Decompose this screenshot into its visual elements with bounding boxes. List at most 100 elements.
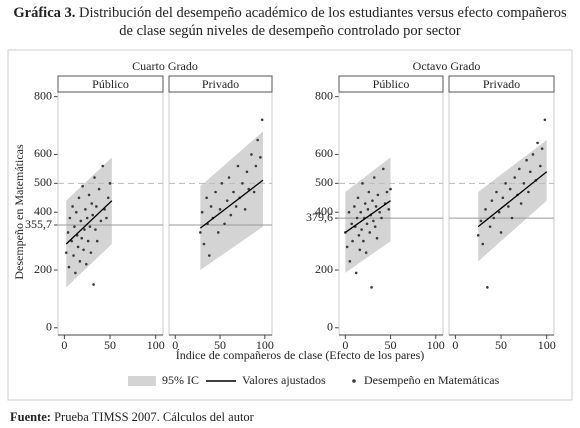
point (232, 190, 235, 194)
point (507, 205, 510, 208)
point (363, 202, 367, 205)
point (345, 245, 349, 249)
point (86, 239, 90, 243)
point (387, 208, 391, 211)
y-tick-label: 600 (34, 146, 52, 160)
point (73, 225, 76, 228)
panel-header (448, 75, 555, 93)
x-tick-label: 50 (214, 338, 226, 352)
fit-line (344, 200, 391, 233)
panel-title: Privado (483, 77, 520, 91)
point (484, 208, 487, 211)
point (67, 265, 71, 269)
point (72, 254, 75, 257)
point (64, 251, 68, 254)
panel-title: Público (373, 77, 410, 91)
x-tick-label: 0 (61, 338, 67, 352)
point (247, 187, 251, 191)
source-label: Fuente: (10, 410, 51, 424)
fit-line (199, 179, 264, 229)
point (227, 176, 231, 179)
panel-title: Privado (202, 77, 239, 91)
point (93, 176, 96, 179)
point (95, 205, 98, 208)
y-tick-label: 800 (34, 88, 52, 102)
point (87, 193, 91, 197)
point (225, 199, 229, 202)
point (108, 182, 112, 185)
frame (7, 49, 573, 401)
x-tick-label: 100 (147, 338, 165, 352)
point (202, 242, 206, 246)
point (95, 239, 99, 243)
point (205, 196, 208, 200)
x-tick-label: 0 (172, 338, 178, 352)
point (79, 219, 83, 223)
point (74, 271, 77, 275)
point (359, 210, 363, 214)
title: Gráfica 3. Distribución del desempeño ac… (10, 4, 570, 40)
group-title: Octavo Grado (413, 59, 481, 73)
point (380, 216, 383, 220)
y-tick-label: 500 (315, 175, 333, 189)
y-tick-label: 200 (315, 262, 333, 276)
legend-ci-swatch (128, 376, 156, 386)
point (501, 196, 505, 200)
point (88, 225, 92, 228)
x-tick-label: 100 (427, 338, 445, 352)
point (513, 176, 517, 179)
point (254, 164, 258, 168)
fit-line (65, 200, 113, 245)
point (92, 283, 95, 286)
point (200, 210, 204, 214)
title-text: Distribución del desempeño académico de … (79, 5, 567, 39)
point (365, 222, 369, 226)
point (101, 164, 105, 168)
legend-label: Valores ajustados (242, 373, 326, 387)
point (508, 187, 512, 191)
point (490, 199, 494, 202)
point (80, 236, 84, 240)
point (479, 219, 483, 223)
confidence-band (478, 140, 547, 262)
point (357, 234, 361, 237)
point (539, 164, 542, 168)
confidence-band (200, 131, 264, 270)
point (214, 190, 217, 194)
point (540, 147, 544, 150)
point (375, 236, 379, 240)
point (350, 222, 353, 226)
point (362, 239, 365, 243)
point (76, 245, 80, 249)
point (354, 271, 358, 275)
point (356, 196, 360, 200)
point (372, 219, 375, 223)
point (351, 239, 354, 243)
point (106, 196, 110, 200)
legend-label: 95% IC (162, 373, 199, 387)
y-tick-label: 0 (327, 320, 333, 334)
point (374, 205, 378, 208)
point (522, 182, 526, 185)
point (252, 190, 256, 194)
x-tick-label: 50 (495, 338, 507, 352)
point (372, 176, 376, 179)
point (260, 118, 264, 122)
point (77, 196, 81, 200)
point (78, 260, 82, 263)
point (68, 216, 72, 220)
point (348, 260, 352, 263)
point (99, 219, 103, 223)
point (497, 210, 501, 214)
point (519, 202, 523, 205)
point (84, 208, 87, 211)
point (368, 231, 372, 234)
point (536, 141, 539, 145)
x-tick-label: 100 (538, 338, 556, 352)
point (71, 205, 74, 208)
y-tick-label: 400 (315, 204, 333, 218)
x-tick-label: 50 (385, 338, 397, 352)
point (89, 251, 93, 254)
point (229, 213, 233, 217)
